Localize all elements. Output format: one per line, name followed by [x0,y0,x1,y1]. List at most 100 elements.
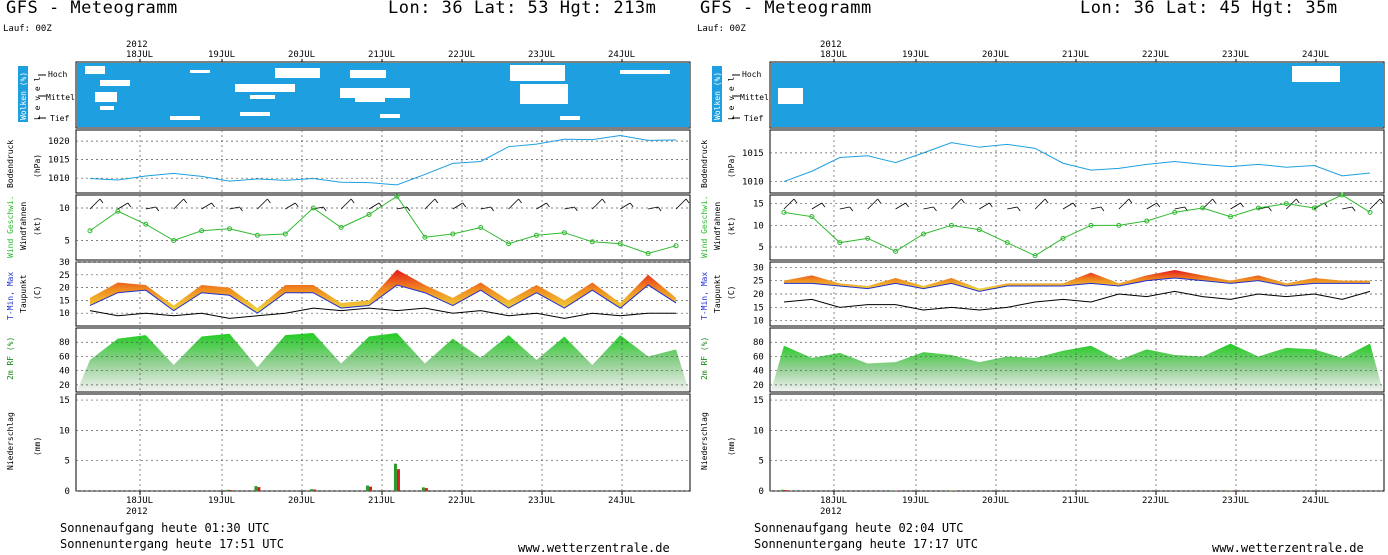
wind-barb [1342,207,1352,209]
precip-tick: 0 [759,487,764,497]
wind-tick: 10 [59,204,70,214]
wind-barb-flag [156,207,159,211]
wind-unit-label: (kt) [727,217,736,236]
date-tick-bottom: 22JUL [1142,496,1169,506]
precip-bar [781,490,784,491]
pressure-tick: 1020 [48,137,70,147]
wind-barb [1007,207,1017,209]
wind-barb-flag [1296,199,1299,203]
pressure-row-label: Bodendruck [700,140,709,188]
temp-tick: 30 [753,263,764,273]
date-tick-top: 19JUL [208,50,235,60]
precip-unit-label: (mm) [33,437,42,456]
wind-barb [1063,203,1073,209]
rh-row-label: 2m RF (%) [700,337,709,380]
cloud-patch [620,70,670,74]
wind-barb [509,199,519,209]
level-tief-label: Tief [744,114,763,123]
precip-tick: 0 [65,487,70,497]
wind-row-label: Wind Geschwi. [6,195,15,258]
wind-barb-flag [1213,199,1216,203]
precip-tick: 5 [759,457,764,467]
wind-barb-flag [961,199,964,203]
pressure-line [784,143,1370,182]
date-tick-top: 20JUL [982,50,1009,60]
wind-barb-flag [351,199,354,203]
temp-tick: 10 [753,317,764,327]
date-tick-bottom: 19JUL [208,496,235,506]
precip-bar [1228,490,1231,491]
precip-tick: 15 [59,396,70,406]
date-tick-top: 18JUL [126,50,153,60]
wind-barb-flag [906,203,909,207]
wind-barb-flag [686,199,689,203]
wind-tick: 15 [753,200,764,210]
wind-barb-flag [794,199,797,203]
wind-barb-flag [630,203,633,207]
wind-barb-flag [850,207,853,211]
pressure-line [90,136,676,185]
date-tick-top: 21JUL [368,50,395,60]
wind-barb [592,199,602,209]
wind-barb-flag [602,199,605,203]
wind-barb-flag [463,203,466,207]
level-tief-label: Tief [50,114,69,123]
temp-tick: 15 [753,303,764,313]
cloud-patch [95,92,117,102]
wind-barb [1175,207,1185,209]
pressure-tick: 1010 [48,174,70,184]
wind-tick: 10 [753,221,764,231]
cloud-patch [380,114,400,118]
precip-bar [310,489,313,491]
wind-barb-flag [184,199,187,203]
date-tick-top: 23JUL [528,50,555,60]
rh-tick: 40 [59,367,70,377]
wind-barb-flag [878,199,881,203]
precip-bar-red [230,490,233,491]
wind-barb-flag [822,203,825,207]
precip-bar-red [313,490,316,491]
wind-barb-flag [435,199,438,203]
windfahnen-label: Windfahnen [19,202,28,250]
cloud-patch [170,116,200,120]
wind-barb-flag [407,207,410,211]
sunset-text: Sonnenuntergang heute 17:17 UTC [754,537,978,551]
cloud-patch [235,84,295,92]
row-frame [76,195,690,260]
wind-barb-flag [1017,207,1020,211]
wind-barb-flag [491,207,494,211]
wind-barb [90,199,100,209]
wind-barb-flag [295,203,298,207]
date-tick-bottom: 24JUL [608,496,635,506]
precip-bar-red [425,488,428,491]
wind-barb-flag [658,207,661,211]
wind-barb-flag [574,207,577,211]
wind-barb-flag [1268,207,1271,211]
wind-barb-flag [547,203,550,207]
taupunkt-label: Taupunkt [713,274,722,313]
temp-tick: 30 [59,258,70,268]
wind-barb-flag [240,207,243,211]
cloud-patch [100,106,114,110]
date-tick-bottom: 23JUL [1222,496,1249,506]
wind-barb [285,203,295,209]
precip-tick: 15 [753,396,764,406]
cloud-patch [355,96,385,102]
wind-barb [676,199,686,209]
cloud-row-label: Wolken (%) [713,72,722,120]
date-tick-top: 18JUL [820,50,847,60]
wind-barb-flag [1101,207,1104,211]
cloud-patch [400,88,410,98]
date-tick-top: 23JUL [1222,50,1249,60]
date-tick-top: 22JUL [448,50,475,60]
level-hoch-label: Hoch [48,70,67,79]
temp-tick: 15 [59,296,70,306]
cloud-patch [275,68,320,78]
cloud-patch [520,84,568,104]
date-tick-bottom: 23JUL [528,496,555,506]
date-tick-top: 21JUL [1062,50,1089,60]
wind-barb [924,207,934,209]
wind-barb-flag [1157,203,1160,207]
row-frame [76,394,690,491]
temp-tick: 25 [753,277,764,287]
